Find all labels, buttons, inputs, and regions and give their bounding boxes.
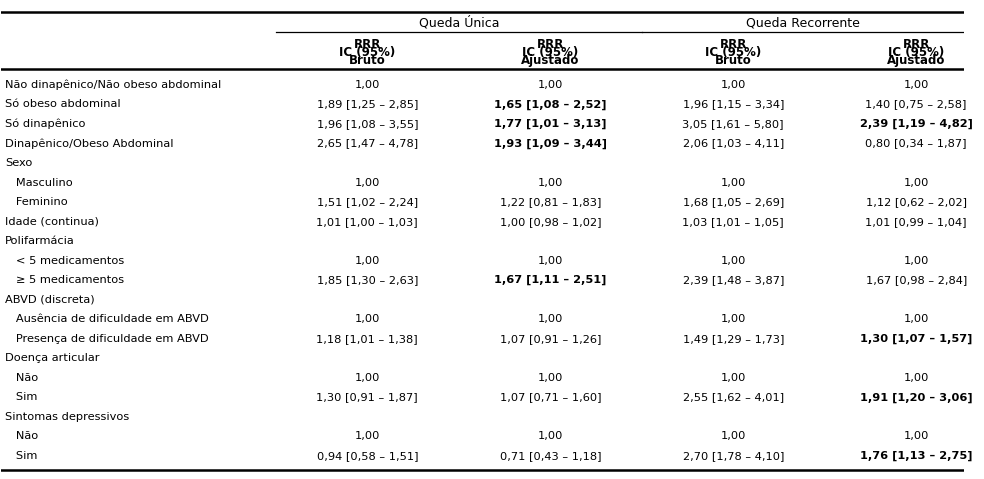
Text: 1,00: 1,00 <box>903 314 929 324</box>
Text: IC (95%): IC (95%) <box>339 46 396 59</box>
Text: 0,80 [0,34 – 1,87]: 0,80 [0,34 – 1,87] <box>865 138 967 148</box>
Text: Doença articular: Doença articular <box>5 354 99 363</box>
Text: 1,00: 1,00 <box>720 80 746 90</box>
Text: 1,00: 1,00 <box>354 373 380 383</box>
Text: 1,00: 1,00 <box>903 80 929 90</box>
Text: 1,51 [1,02 – 2,24]: 1,51 [1,02 – 2,24] <box>317 197 418 207</box>
Text: 2,70 [1,78 – 4,10]: 2,70 [1,78 – 4,10] <box>683 451 784 461</box>
Text: 1,00: 1,00 <box>354 314 380 324</box>
Text: 2,65 [1,47 – 4,78]: 2,65 [1,47 – 4,78] <box>317 138 418 148</box>
Text: 1,00: 1,00 <box>354 432 380 442</box>
Text: 1,91 [1,20 – 3,06]: 1,91 [1,20 – 3,06] <box>860 392 972 402</box>
Text: Não dinapênico/Não obeso abdominal: Não dinapênico/Não obeso abdominal <box>5 80 221 90</box>
Text: 1,93 [1,09 – 3,44]: 1,93 [1,09 – 3,44] <box>494 138 607 148</box>
Text: 1,00: 1,00 <box>537 432 563 442</box>
Text: RRR: RRR <box>353 38 381 51</box>
Text: Não: Não <box>5 373 38 383</box>
Text: 2,55 [1,62 – 4,01]: 2,55 [1,62 – 4,01] <box>683 392 784 402</box>
Text: Ajustado: Ajustado <box>522 54 580 67</box>
Text: 1,00: 1,00 <box>903 256 929 266</box>
Text: 1,67 [1,11 – 2,51]: 1,67 [1,11 – 2,51] <box>494 275 606 285</box>
Text: 1,00: 1,00 <box>354 256 380 266</box>
Text: 1,89 [1,25 – 2,85]: 1,89 [1,25 – 2,85] <box>317 100 418 110</box>
Text: 1,00: 1,00 <box>354 80 380 90</box>
Text: 1,00: 1,00 <box>354 178 380 188</box>
Text: 1,00: 1,00 <box>720 373 746 383</box>
Text: 1,01 [1,00 – 1,03]: 1,01 [1,00 – 1,03] <box>317 217 418 227</box>
Text: 1,77 [1,01 – 3,13]: 1,77 [1,01 – 3,13] <box>494 119 606 129</box>
Text: Presença de dificuldade em ABVD: Presença de dificuldade em ABVD <box>5 334 209 344</box>
Text: Sexo: Sexo <box>5 158 32 168</box>
Text: 1,65 [1,08 – 2,52]: 1,65 [1,08 – 2,52] <box>494 99 606 110</box>
Text: Masculino: Masculino <box>5 178 73 188</box>
Text: Queda Única: Queda Única <box>418 16 499 30</box>
Text: 1,18 [1,01 – 1,38]: 1,18 [1,01 – 1,38] <box>317 334 418 344</box>
Text: 1,68 [1,05 – 2,69]: 1,68 [1,05 – 2,69] <box>683 197 784 207</box>
Text: 1,00: 1,00 <box>537 314 563 324</box>
Text: IC (95%): IC (95%) <box>888 46 945 59</box>
Text: Polifarmácia: Polifarmácia <box>5 236 75 246</box>
Text: 1,00: 1,00 <box>903 373 929 383</box>
Text: 1,00: 1,00 <box>720 178 746 188</box>
Text: 1,00: 1,00 <box>720 256 746 266</box>
Text: 1,00: 1,00 <box>537 256 563 266</box>
Text: 1,00: 1,00 <box>537 373 563 383</box>
Text: 2,39 [1,19 – 4,82]: 2,39 [1,19 – 4,82] <box>860 119 972 129</box>
Text: Bruto: Bruto <box>349 54 386 67</box>
Text: Sintomas depressivos: Sintomas depressivos <box>5 412 130 422</box>
Text: Ausência de dificuldade em ABVD: Ausência de dificuldade em ABVD <box>5 314 209 324</box>
Text: Feminino: Feminino <box>5 197 68 207</box>
Text: ≥ 5 medicamentos: ≥ 5 medicamentos <box>5 275 124 285</box>
Text: 1,22 [0,81 – 1,83]: 1,22 [0,81 – 1,83] <box>500 197 601 207</box>
Text: IC (95%): IC (95%) <box>706 46 762 59</box>
Text: 1,01 [0,99 – 1,04]: 1,01 [0,99 – 1,04] <box>865 217 967 227</box>
Text: 1,00: 1,00 <box>903 178 929 188</box>
Text: < 5 medicamentos: < 5 medicamentos <box>5 256 125 266</box>
Text: IC (95%): IC (95%) <box>523 46 579 59</box>
Text: Só dinapênico: Só dinapênico <box>5 119 86 129</box>
Text: Idade (continua): Idade (continua) <box>5 217 99 227</box>
Text: 2,39 [1,48 – 3,87]: 2,39 [1,48 – 3,87] <box>683 275 784 285</box>
Text: 1,00: 1,00 <box>720 314 746 324</box>
Text: Sim: Sim <box>5 392 37 402</box>
Text: 0,71 [0,43 – 1,18]: 0,71 [0,43 – 1,18] <box>500 451 601 461</box>
Text: RRR: RRR <box>902 38 930 51</box>
Text: RRR: RRR <box>719 38 747 51</box>
Text: Queda Recorrente: Queda Recorrente <box>746 16 860 29</box>
Text: Não: Não <box>5 432 38 442</box>
Text: Dinapênico/Obeso Abdominal: Dinapênico/Obeso Abdominal <box>5 138 174 149</box>
Text: 0,94 [0,58 – 1,51]: 0,94 [0,58 – 1,51] <box>317 451 418 461</box>
Text: 2,06 [1,03 – 4,11]: 2,06 [1,03 – 4,11] <box>683 138 784 148</box>
Text: 1,30 [1,07 – 1,57]: 1,30 [1,07 – 1,57] <box>860 334 972 344</box>
Text: 1,96 [1,08 – 3,55]: 1,96 [1,08 – 3,55] <box>317 119 418 129</box>
Text: 1,00: 1,00 <box>720 432 746 442</box>
Text: RRR: RRR <box>536 38 564 51</box>
Text: 1,00 [0,98 – 1,02]: 1,00 [0,98 – 1,02] <box>500 217 601 227</box>
Text: ABVD (discreta): ABVD (discreta) <box>5 295 94 305</box>
Text: 1,49 [1,29 – 1,73]: 1,49 [1,29 – 1,73] <box>683 334 784 344</box>
Text: 1,96 [1,15 – 3,34]: 1,96 [1,15 – 3,34] <box>683 100 784 110</box>
Text: Ajustado: Ajustado <box>887 54 946 67</box>
Text: 1,07 [0,71 – 1,60]: 1,07 [0,71 – 1,60] <box>500 392 601 402</box>
Text: 1,76 [1,13 – 2,75]: 1,76 [1,13 – 2,75] <box>860 451 972 461</box>
Text: 1,00: 1,00 <box>903 432 929 442</box>
Text: 1,00: 1,00 <box>537 80 563 90</box>
Text: 1,85 [1,30 – 2,63]: 1,85 [1,30 – 2,63] <box>317 275 418 285</box>
Text: 1,07 [0,91 – 1,26]: 1,07 [0,91 – 1,26] <box>500 334 601 344</box>
Text: 1,67 [0,98 – 2,84]: 1,67 [0,98 – 2,84] <box>866 275 967 285</box>
Text: 1,03 [1,01 – 1,05]: 1,03 [1,01 – 1,05] <box>682 217 784 227</box>
Text: 1,12 [0,62 – 2,02]: 1,12 [0,62 – 2,02] <box>866 197 966 207</box>
Text: Bruto: Bruto <box>714 54 752 67</box>
Text: Só obeso abdominal: Só obeso abdominal <box>5 100 121 110</box>
Text: 1,00: 1,00 <box>537 178 563 188</box>
Text: Sim: Sim <box>5 451 37 461</box>
Text: 3,05 [1,61 – 5,80]: 3,05 [1,61 – 5,80] <box>683 119 784 129</box>
Text: 1,30 [0,91 – 1,87]: 1,30 [0,91 – 1,87] <box>317 392 418 402</box>
Text: 1,40 [0,75 – 2,58]: 1,40 [0,75 – 2,58] <box>866 100 967 110</box>
